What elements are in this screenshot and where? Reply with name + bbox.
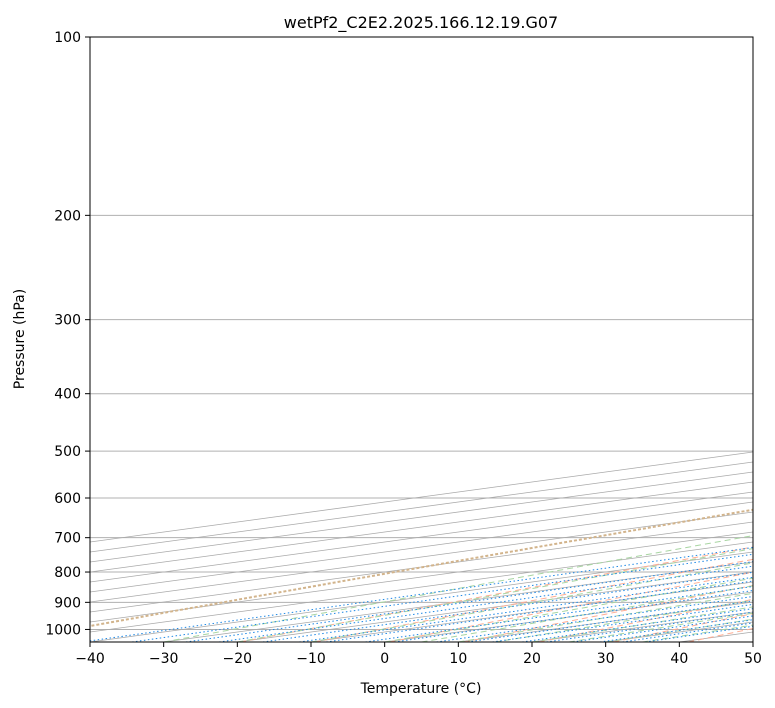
x-axis-label: Temperature (°C)	[360, 681, 482, 697]
y-tick-label: 800	[54, 565, 81, 581]
y-tick-label: 700	[54, 531, 81, 547]
x-tick-label: 40	[670, 651, 688, 667]
y-axis-label: Pressure (hPa)	[12, 289, 28, 389]
y-axis-ticks: 100 200 300 400 500 600 700 800 900 1000	[45, 30, 90, 638]
isotherm-line	[90, 511, 753, 603]
x-tick-label: 10	[449, 651, 467, 667]
isotherm-line	[90, 501, 753, 593]
x-tick-label: −30	[149, 651, 179, 667]
isotherm-line	[90, 531, 753, 623]
mixing-ratio-line	[394, 590, 753, 642]
isotherm-line	[90, 491, 753, 583]
y-tick-label: 400	[54, 387, 81, 403]
y-tick-label: 600	[54, 491, 81, 507]
moist-adiabat-line	[310, 562, 753, 642]
y-tick-label: 500	[54, 444, 81, 460]
isotherm-line	[90, 521, 753, 613]
mixing-ratio-line	[299, 576, 753, 642]
isotherm-line	[90, 461, 753, 553]
lcl-arc	[90, 508, 753, 628]
mixing-ratio-lines	[90, 546, 753, 642]
isotherm-line	[90, 451, 753, 543]
y-tick-label: 200	[54, 208, 81, 224]
lcl-arc-line	[90, 508, 753, 628]
mixing-ratio-line	[365, 585, 753, 642]
x-tick-label: −10	[296, 651, 326, 667]
y-tick-label: 300	[54, 313, 81, 329]
x-tick-label: 0	[380, 651, 389, 667]
moist-adiabat-line	[421, 585, 753, 642]
y-tick-label: 100	[54, 30, 81, 46]
x-tick-label: 30	[597, 651, 615, 667]
y-tick-label: 1000	[45, 622, 81, 638]
isotherm-lines	[90, 451, 753, 642]
x-tick-label: −40	[75, 651, 105, 667]
y-tick-label: 900	[54, 595, 81, 611]
plot-area: -100-90-80-70-60-50-40-30-20-10010203040…	[90, 37, 753, 642]
isotherm-line	[90, 481, 753, 573]
isotherm-line	[90, 471, 753, 563]
pressure-gridlines	[90, 37, 753, 630]
x-tick-label: 20	[523, 651, 541, 667]
x-tick-label: 50	[744, 651, 762, 667]
x-tick-label: −20	[223, 651, 253, 667]
x-axis-ticks: −40 −30 −20 −10 0 10 20 30 40 50	[75, 642, 762, 667]
mixing-ratio-line	[326, 580, 753, 642]
chart-title: wetPf2_C2E2.2025.166.12.19.G07	[284, 13, 558, 33]
plot-frame	[89, 36, 754, 643]
